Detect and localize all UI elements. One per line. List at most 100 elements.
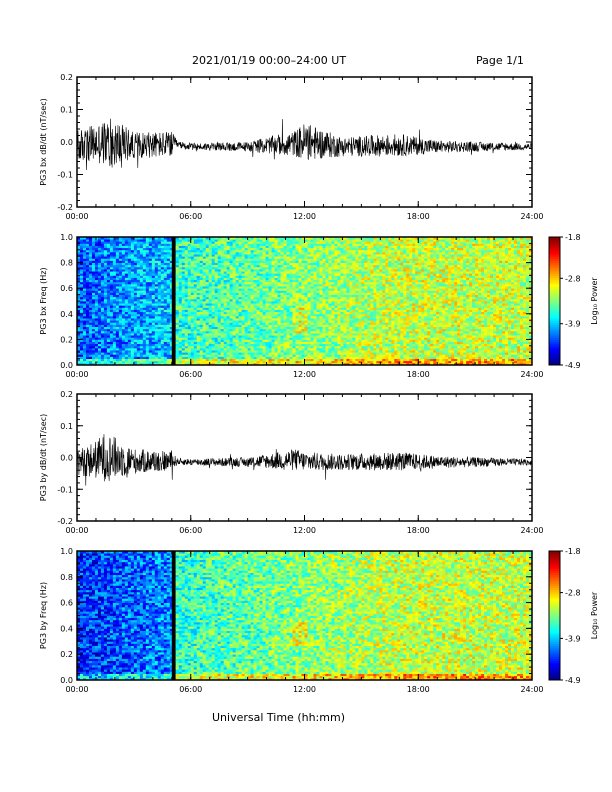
colorbar-step [549,664,560,668]
colorbar-step [549,311,560,315]
colorbar-step [549,356,560,360]
colorbar-step [549,309,560,313]
colorbar-step [549,619,560,623]
colorbar-step [549,585,560,589]
colorbar-step [549,667,560,670]
colorbar-step [549,271,560,274]
colorbar-step [549,600,560,604]
x-tick-label: 18:00 [407,526,430,535]
panel-3 [76,393,533,522]
colorbar-step [549,613,560,616]
x-tick-label: 18:00 [407,370,430,379]
colorbar-step [549,358,560,362]
colorbar-step [549,615,560,619]
spectrogram-cells [77,237,533,366]
colorbar-step [549,251,560,255]
colorbar-step [549,360,560,364]
colorbar-step [549,574,560,578]
colorbar-step [549,273,560,276]
colorbar-step [549,333,560,336]
y-tick-label: 1.0 [60,233,73,242]
colorbar-step [549,362,560,366]
colorbar-step [549,322,560,325]
colorbar-step [549,266,560,270]
y-tick-label: 0.0 [60,454,73,463]
colorbar-step [549,313,560,317]
colorbar-step [549,294,560,298]
y-tick-label: 0.4 [60,624,73,633]
colorbar-step [549,288,560,291]
colorbar-step [549,643,560,647]
colorbar-step [549,555,560,558]
x-tick-label: 00:00 [65,212,88,221]
colorbar-step [549,350,560,353]
colorbar-step [549,647,560,651]
colorbar-step [549,275,560,279]
colorbar-tick-label: -4.9 [565,676,581,685]
colorbar-step [549,254,560,257]
colorbar-step [549,315,560,319]
x-tick-label: 12:00 [293,685,316,694]
panel-1 [76,76,533,208]
colorbar-step [549,561,560,565]
colorbar-step [549,658,560,662]
colorbar-frame [548,550,561,681]
y-tick-label: 0.8 [60,259,73,268]
colorbar-step [549,258,560,261]
colorbar-step [549,352,560,355]
colorbar-step [549,247,560,251]
colorbar-step [549,634,560,638]
colorbar-step [549,262,560,266]
colorbar-step [549,343,560,347]
colorbar-step [549,568,560,571]
colorbar-step [549,591,560,595]
y-axis-label: PG3 bx Freq (Hz) [39,267,48,334]
colorbar-tick-label: -1.8 [565,233,581,242]
colorbar-step [549,269,560,272]
colorbar-label: Log₁₀ Power [590,277,599,325]
colorbar-step [549,563,560,567]
y-tick-label: 0.1 [60,422,73,431]
colorbar-step [549,341,560,345]
colorbar-step [549,602,560,606]
colorbar-step [549,641,560,644]
colorbar-step [549,652,560,655]
colorbar-step [549,578,560,582]
colorbar-step [549,598,560,601]
colorbar-step [549,675,560,679]
colorbar-step [549,330,560,334]
colorbar-step [549,283,560,287]
colorbar-step [549,662,560,666]
colorbar-step [549,264,560,268]
colorbar-tick-label: -3.9 [565,320,581,329]
panel-2 [76,236,563,366]
colorbar-step [549,553,560,556]
colorbar-step [549,324,560,328]
colorbar-step [549,628,560,632]
colorbar-step [549,637,560,640]
colorbar-step [549,303,560,306]
colorbar-step [549,673,560,677]
x-tick-label: 00:00 [65,370,88,379]
colorbar-step [549,656,560,659]
colorbar-step [549,281,560,285]
y-tick-label: 0.4 [60,310,73,319]
colorbar-step [549,551,560,554]
colorbar-step [549,621,560,625]
colorbar-step [549,611,560,614]
x-tick-label: 12:00 [293,526,316,535]
colorbar-step [549,624,560,627]
colorbar-step [549,328,560,332]
colorbar-frame [548,236,561,366]
colorbar-step [549,570,560,573]
colorbar-step [549,639,560,642]
colorbar-label: Log₁₀ Power [590,591,599,639]
colorbar-step [549,604,560,608]
y-axis-label: PG3 bx dB/dt (nT/sec) [39,98,48,185]
colorbar-step [549,626,560,629]
y-tick-label: -0.1 [57,171,73,180]
panel-4 [76,550,563,681]
y-tick-label: -0.2 [57,517,73,526]
y-tick-label: 0.2 [60,390,73,399]
